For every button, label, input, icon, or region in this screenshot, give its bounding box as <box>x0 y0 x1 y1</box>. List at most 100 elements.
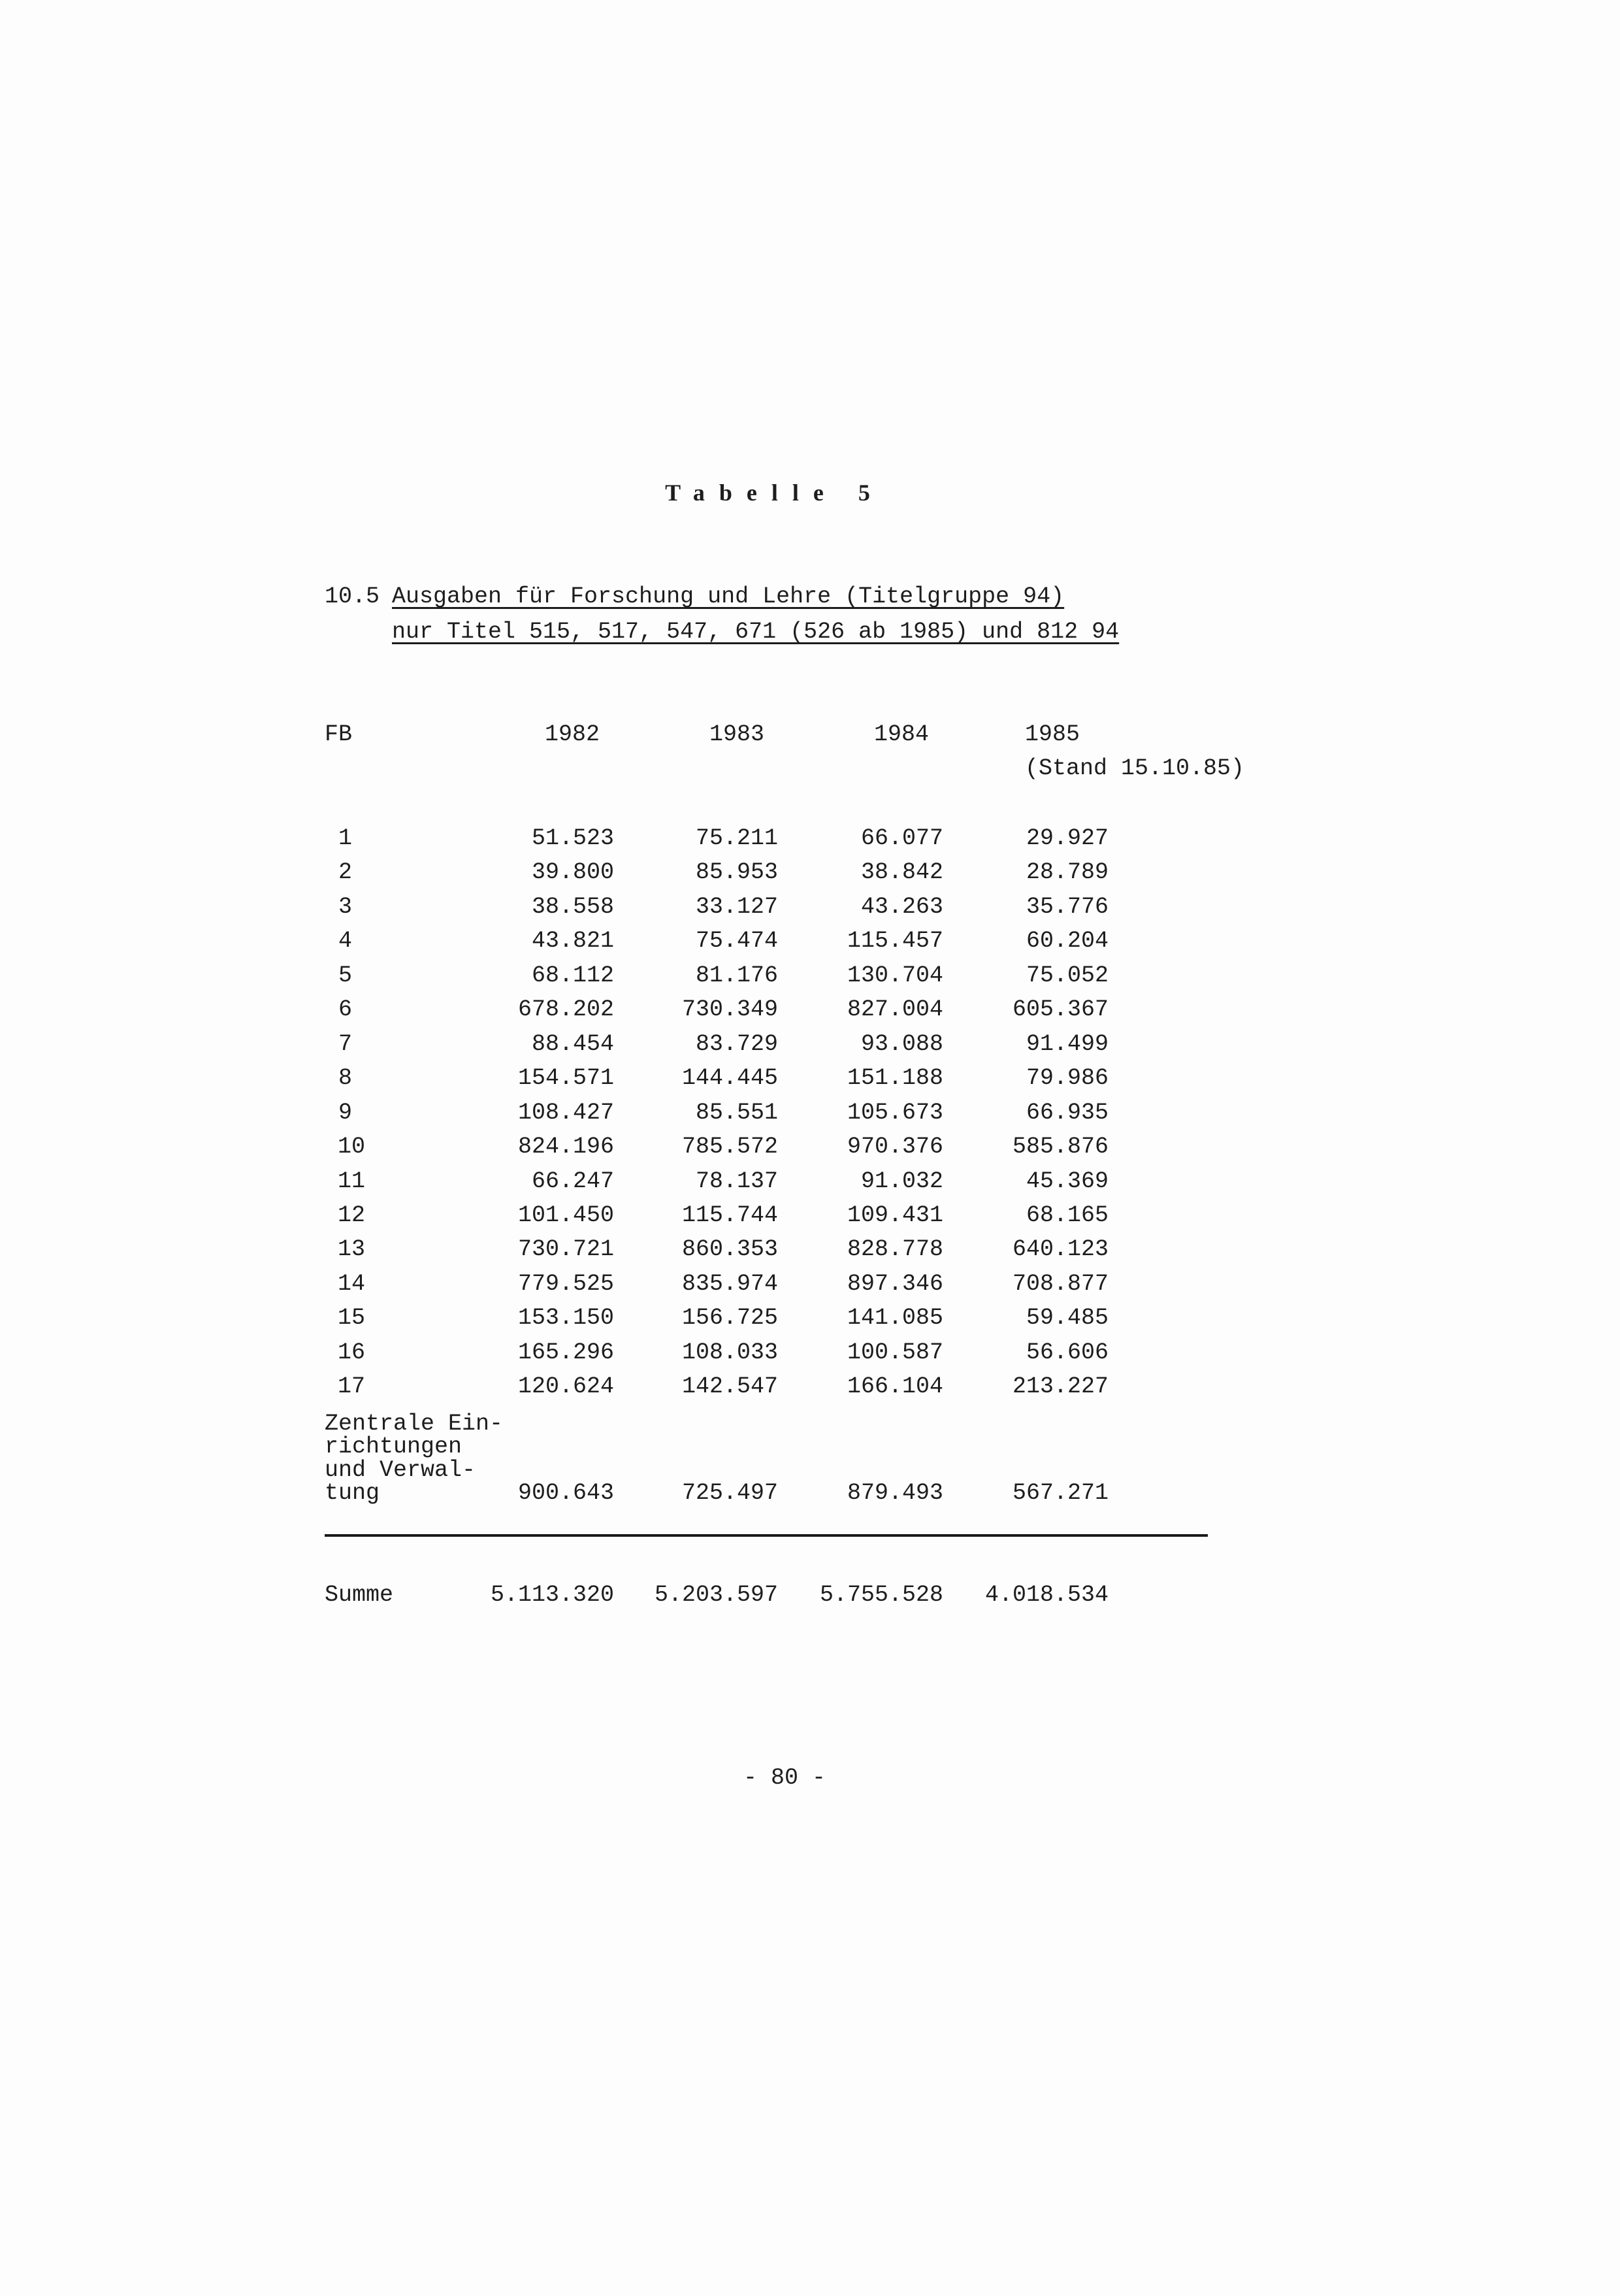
table-cell: 38.842 <box>860 859 943 886</box>
table-cell: 91.032 <box>860 1168 943 1194</box>
table-cell: 567.271 <box>1012 1480 1109 1506</box>
table-cell: 45.369 <box>1026 1168 1109 1194</box>
column-header-year: 1984 <box>874 721 930 747</box>
table-cell: 93.088 <box>860 1030 943 1057</box>
central-label-line: richtungen <box>325 1434 462 1460</box>
row-fb-label: 7 <box>338 1030 352 1057</box>
row-fb-label: 3 <box>338 893 352 920</box>
table-cell: 43.263 <box>860 893 943 920</box>
row-fb-label: 8 <box>338 1065 352 1092</box>
table-cell: 79.986 <box>1026 1065 1109 1092</box>
row-fb-label: 1 <box>338 825 352 851</box>
row-fb-label: 13 <box>337 1236 365 1263</box>
central-label-line: und Verwal- <box>325 1457 476 1483</box>
table-cell: 85.551 <box>695 1099 778 1126</box>
heading-line-2: nur Titel 515, 517, 547, 671 (526 ab 198… <box>392 619 1120 645</box>
row-fb-label: 17 <box>337 1373 365 1400</box>
column-header-year: 1982 <box>545 721 600 747</box>
table-cell: 75.052 <box>1026 962 1109 989</box>
table-cell: 130.704 <box>847 962 943 989</box>
table-cell: 142.547 <box>681 1373 778 1400</box>
table-cell: 730.349 <box>681 996 778 1023</box>
table-cell: 66.935 <box>1026 1099 1109 1126</box>
table-cell: 708.877 <box>1012 1270 1109 1297</box>
table-cell: 900.643 <box>517 1480 614 1506</box>
total-cell: 5.113.320 <box>490 1582 614 1608</box>
table-cell: 725.497 <box>681 1480 778 1506</box>
table-cell: 166.104 <box>847 1373 943 1400</box>
table-cell: 38.558 <box>531 893 614 920</box>
table-cell: 115.744 <box>681 1202 778 1228</box>
table-cell: 824.196 <box>517 1134 614 1160</box>
table-cell: 35.776 <box>1026 893 1109 920</box>
row-fb-label: 5 <box>338 962 352 989</box>
table-cell: 785.572 <box>681 1134 778 1160</box>
table-cell: 151.188 <box>847 1065 943 1092</box>
table-cell: 165.296 <box>517 1339 614 1366</box>
table-cell: 75.474 <box>695 928 778 955</box>
table-cell: 68.112 <box>531 962 614 989</box>
table-cell: 605.367 <box>1012 996 1109 1023</box>
table-cell: 28.789 <box>1026 859 1109 886</box>
table-cell: 835.974 <box>681 1270 778 1297</box>
column-header-note: (Stand 15.10.85) <box>1025 755 1245 781</box>
table-cell: 153.150 <box>517 1305 614 1332</box>
page-number: - 80 - <box>743 1765 826 1791</box>
table-cell: 115.457 <box>847 928 943 955</box>
table-cell: 59.485 <box>1026 1305 1109 1332</box>
table-cell: 154.571 <box>517 1065 614 1092</box>
table-cell: 860.353 <box>681 1236 778 1263</box>
table-cell: 66.247 <box>531 1168 614 1194</box>
table-cell: 81.176 <box>695 962 778 989</box>
column-header-year: 1983 <box>709 721 765 747</box>
row-fb-label: 16 <box>337 1339 365 1366</box>
table-cell: 78.137 <box>695 1168 778 1194</box>
table-title: Tabelle 5 <box>665 480 884 506</box>
heading-line-1: Ausgaben für Forschung und Lehre (Titelg… <box>392 583 1065 610</box>
row-fb-label: 9 <box>338 1099 352 1126</box>
row-fb-label: 12 <box>337 1202 365 1228</box>
table-cell: 640.123 <box>1012 1236 1109 1263</box>
table-cell: 56.606 <box>1026 1339 1109 1366</box>
table-cell: 91.499 <box>1026 1030 1109 1057</box>
table-cell: 29.927 <box>1026 825 1109 851</box>
table-cell: 51.523 <box>531 825 614 851</box>
table-cell: 75.211 <box>695 825 778 851</box>
table-cell: 43.821 <box>531 928 614 955</box>
row-fb-label: 14 <box>337 1270 365 1297</box>
table-cell: 88.454 <box>531 1030 614 1057</box>
row-fb-label: 11 <box>337 1168 365 1194</box>
table-cell: 109.431 <box>847 1202 943 1228</box>
sum-divider <box>325 1534 1208 1537</box>
table-cell: 100.587 <box>847 1339 943 1366</box>
row-fb-label: 2 <box>338 859 352 886</box>
total-cell: 5.755.528 <box>819 1582 943 1608</box>
column-header-year: 1985 <box>1025 721 1080 747</box>
table-cell: 101.450 <box>517 1202 614 1228</box>
table-cell: 108.427 <box>517 1099 614 1126</box>
table-cell: 779.525 <box>517 1270 614 1297</box>
table-cell: 156.725 <box>681 1305 778 1332</box>
table-cell: 39.800 <box>531 859 614 886</box>
table-cell: 85.953 <box>695 859 778 886</box>
total-cell: 5.203.597 <box>654 1582 778 1608</box>
table-cell: 33.127 <box>695 893 778 920</box>
table-cell: 970.376 <box>847 1134 943 1160</box>
table-cell: 730.721 <box>517 1236 614 1263</box>
table-cell: 141.085 <box>847 1305 943 1332</box>
row-fb-label: 4 <box>338 928 352 955</box>
row-fb-label: 10 <box>337 1134 365 1160</box>
row-fb-label: 15 <box>337 1305 365 1332</box>
table-cell: 108.033 <box>681 1339 778 1366</box>
total-cell: 4.018.534 <box>984 1582 1109 1608</box>
central-label-line: tung <box>325 1480 380 1506</box>
row-fb-label: 6 <box>338 996 352 1023</box>
table-cell: 120.624 <box>517 1373 614 1400</box>
table-cell: 68.165 <box>1026 1202 1109 1228</box>
table-cell: 144.445 <box>681 1065 778 1092</box>
central-label-line: Zentrale Ein- <box>325 1411 504 1437</box>
table-cell: 678.202 <box>517 996 614 1023</box>
table-cell: 105.673 <box>847 1099 943 1126</box>
table-cell: 213.227 <box>1012 1373 1109 1400</box>
heading-number: 10.5 <box>325 583 380 610</box>
